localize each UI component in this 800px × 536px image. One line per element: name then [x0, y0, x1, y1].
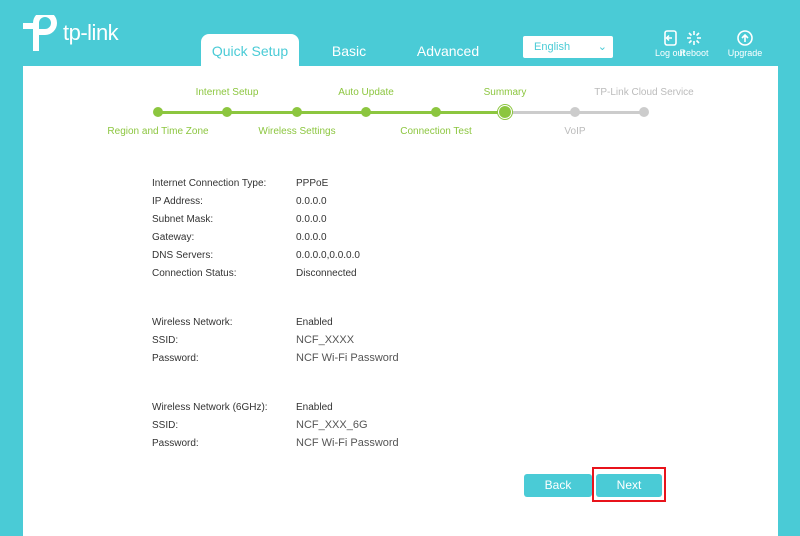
step-label: Connection Test [400, 126, 472, 137]
field-label: Password: [152, 353, 199, 364]
tab-quick-setup[interactable]: Quick Setup [201, 34, 299, 66]
chevron-down-icon: ⌄ [597, 41, 607, 53]
field-label: Connection Status: [152, 268, 237, 279]
tp-link-logo: tp-link [23, 15, 119, 51]
step-dot [639, 107, 649, 117]
step-label: Auto Update [338, 87, 394, 98]
tab-basic[interactable]: Basic [331, 43, 367, 59]
language-value: English [534, 41, 571, 53]
field-value: 0.0.0.0 [296, 214, 327, 225]
field-value: Enabled [296, 317, 333, 328]
step-label: Wireless Settings [258, 126, 336, 137]
step-dot [361, 107, 371, 117]
field-value: Disconnected [296, 268, 357, 279]
field-label: Internet Connection Type: [152, 178, 267, 189]
step-dot [292, 107, 302, 117]
field-value: NCF_XXX_6G [296, 419, 368, 431]
back-button[interactable]: Back [524, 474, 592, 497]
tab-advanced[interactable]: Advanced [416, 43, 480, 59]
upgrade-icon [737, 30, 753, 46]
step-dot [153, 107, 163, 117]
field-value: PPPoE [296, 178, 329, 189]
step-label: TP-Link Cloud Service [594, 87, 694, 98]
language-select[interactable]: English ⌄ [523, 36, 613, 58]
field-label: SSID: [152, 335, 179, 346]
step-label: VoIP [564, 126, 586, 137]
next-button[interactable]: Next [596, 474, 662, 497]
content-panel [23, 66, 778, 536]
field-value: 0.0.0.0,0.0.0.0 [296, 250, 360, 261]
field-label: Subnet Mask: [152, 214, 214, 225]
field-value: NCF Wi-Fi Password [296, 437, 399, 449]
step-dot [499, 106, 511, 118]
tp-link-logo-icon [23, 15, 57, 51]
logout-button[interactable]: Log out [645, 30, 695, 58]
field-label: Gateway: [152, 232, 195, 243]
step-label: Internet Setup [195, 87, 259, 98]
reboot-button[interactable]: Reboot [669, 30, 719, 58]
step-dot [431, 107, 441, 117]
step-dot [222, 107, 232, 117]
field-label: Wireless Network: [152, 317, 233, 328]
upgrade-button[interactable]: Upgrade [720, 30, 770, 58]
logout-label: Log out [654, 48, 686, 58]
field-value: 0.0.0.0 [296, 196, 327, 207]
progress-line-done [158, 111, 505, 114]
brand-name: tp-link [63, 20, 119, 45]
field-label: Wireless Network (6GHz): [152, 402, 268, 413]
field-value: Enabled [296, 402, 333, 413]
highlight-box [592, 467, 666, 502]
field-label: DNS Servers: [152, 250, 214, 261]
field-value: 0.0.0.0 [296, 232, 327, 243]
field-label: IP Address: [152, 196, 203, 207]
reboot-icon [687, 31, 701, 45]
field-value: NCF Wi-Fi Password [296, 352, 399, 364]
step-dot [570, 107, 580, 117]
logout-icon [664, 30, 677, 46]
step-label: Summary [483, 87, 527, 98]
field-value: NCF_XXXX [296, 334, 355, 346]
upgrade-label: Upgrade [727, 48, 763, 58]
field-label: Password: [152, 438, 199, 449]
reboot-label: Reboot [679, 48, 709, 58]
step-label: Region and Time Zone [107, 126, 209, 137]
field-label: SSID: [152, 420, 179, 431]
